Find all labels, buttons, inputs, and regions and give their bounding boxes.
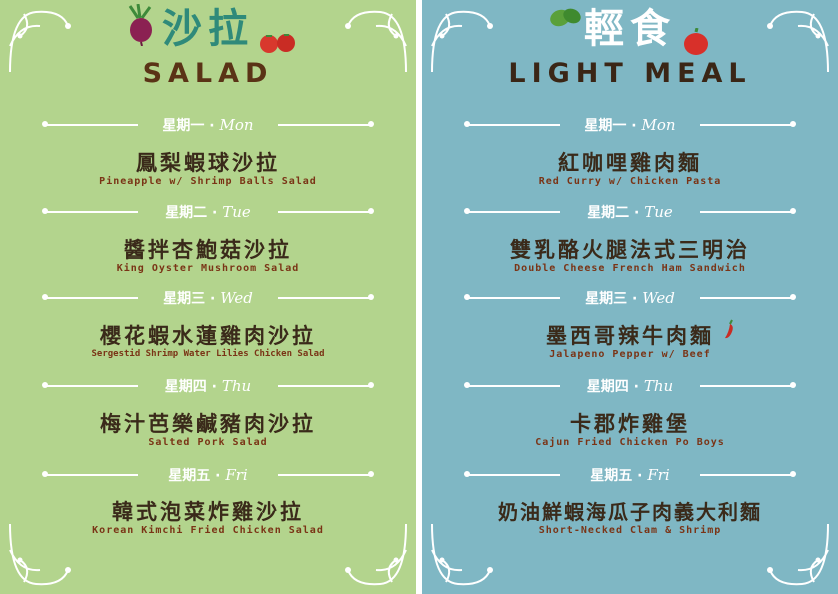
dish-name-zh: 醬拌杏鮑菇沙拉: [124, 238, 292, 262]
dish-name-en: Salted Pork Salad: [148, 437, 268, 448]
light-meal-panel: 輕食 LIGHT MEAL 星期一 · Mon 紅咖哩雞肉麵 Red Curry…: [422, 0, 838, 594]
day-zh: 星期四: [164, 379, 207, 395]
day-en: Fri: [647, 466, 670, 484]
day-separator-tue: 星期二 · Tue: [42, 202, 374, 222]
dish-name-zh: 墨西哥辣牛肉麵: [546, 324, 714, 348]
dish-name-en: Pineapple w/ Shrimp Balls Salad: [99, 176, 317, 187]
flourish-corner-icon: [428, 520, 498, 590]
day-separator-wed: 星期三 · Wed: [464, 288, 796, 308]
salad-title-en: SALAD: [142, 58, 274, 89]
flourish-corner-icon: [762, 520, 832, 590]
day-en: Wed: [220, 289, 253, 307]
day-zh: 星期二: [587, 205, 630, 221]
dish-name-en: Short-Necked Clam & Shrimp: [538, 525, 722, 536]
leaf-icon: [548, 4, 582, 32]
day-separator-thu: 星期四 · Thu: [464, 376, 796, 396]
dish-name-en: Sergestid Shrimp Water Lilies Chicken Sa…: [91, 349, 325, 359]
day-en: Tue: [644, 203, 673, 221]
day-separator-thu: 星期四 · Thu: [42, 376, 374, 396]
day-en: Thu: [221, 377, 252, 395]
dish-name-en: Double Cheese French Ham Sandwich: [514, 263, 746, 274]
day-separator-tue: 星期二 · Tue: [464, 202, 796, 222]
dish-name-en: Jalapeno Pepper w/ Beef: [549, 349, 711, 360]
flourish-corner-icon: [6, 6, 76, 76]
flourish-corner-icon: [428, 6, 498, 76]
day-en: Mon: [219, 116, 254, 134]
day-en: Thu: [643, 377, 674, 395]
salad-panel: 沙拉 SALAD 星期一 · Mon 鳳梨蝦球沙拉 Pineapple w/ S…: [0, 0, 416, 594]
day-zh: 星期三: [163, 291, 206, 307]
dish-name-zh: 奶油鮮蝦海瓜子肉義大利麵: [498, 500, 762, 524]
day-separator-mon: 星期一 · Mon: [42, 115, 374, 135]
day-en: Wed: [642, 289, 675, 307]
chili-icon: [722, 318, 738, 340]
day-zh: 星期五: [590, 468, 633, 484]
flourish-corner-icon: [6, 520, 76, 590]
day-en: Tue: [222, 203, 251, 221]
day-separator-fri: 星期五 · Fri: [464, 465, 796, 485]
dish-name-en: Red Curry w/ Chicken Pasta: [538, 176, 722, 187]
day-zh: 星期三: [585, 291, 628, 307]
flourish-corner-icon: [762, 6, 832, 76]
salad-title-zh: 沙拉: [162, 5, 254, 52]
dish-name-zh: 韓式泡菜炸雞沙拉: [112, 500, 304, 524]
beet-icon: [124, 3, 158, 47]
day-separator-mon: 星期一 · Mon: [464, 115, 796, 135]
day-zh: 星期五: [168, 468, 211, 484]
dish-name-zh: 雙乳酪火腿法式三明治: [510, 238, 750, 262]
dish-name-en: Korean Kimchi Fried Chicken Salad: [92, 525, 324, 536]
day-en: Mon: [641, 116, 676, 134]
bell-pepper-icon: [682, 27, 710, 56]
dish-name-zh: 梅汁芭樂鹹豬肉沙拉: [100, 412, 316, 436]
dish-name-en: Cajun Fried Chicken Po Boys: [535, 437, 725, 448]
day-zh: 星期四: [586, 379, 629, 395]
light-meal-title-en: LIGHT MEAL: [508, 58, 752, 89]
day-zh: 星期二: [165, 205, 208, 221]
dish-name-en: King Oyster Mushroom Salad: [116, 263, 300, 274]
dish-name-zh: 紅咖哩雞肉麵: [558, 151, 702, 175]
flourish-corner-icon: [340, 6, 410, 76]
flourish-corner-icon: [340, 520, 410, 590]
day-separator-wed: 星期三 · Wed: [42, 288, 374, 308]
day-zh: 星期一: [584, 118, 627, 134]
day-separator-fri: 星期五 · Fri: [42, 465, 374, 485]
dish-name-zh: 櫻花蝦水蓮雞肉沙拉: [100, 324, 316, 348]
dish-name-zh: 卡郡炸雞堡: [570, 412, 690, 436]
light-meal-title-zh: 輕食: [584, 5, 676, 52]
tomato-icon: [258, 32, 298, 54]
day-en: Fri: [225, 466, 248, 484]
day-zh: 星期一: [162, 118, 205, 134]
dish-name-zh: 鳳梨蝦球沙拉: [136, 151, 280, 175]
